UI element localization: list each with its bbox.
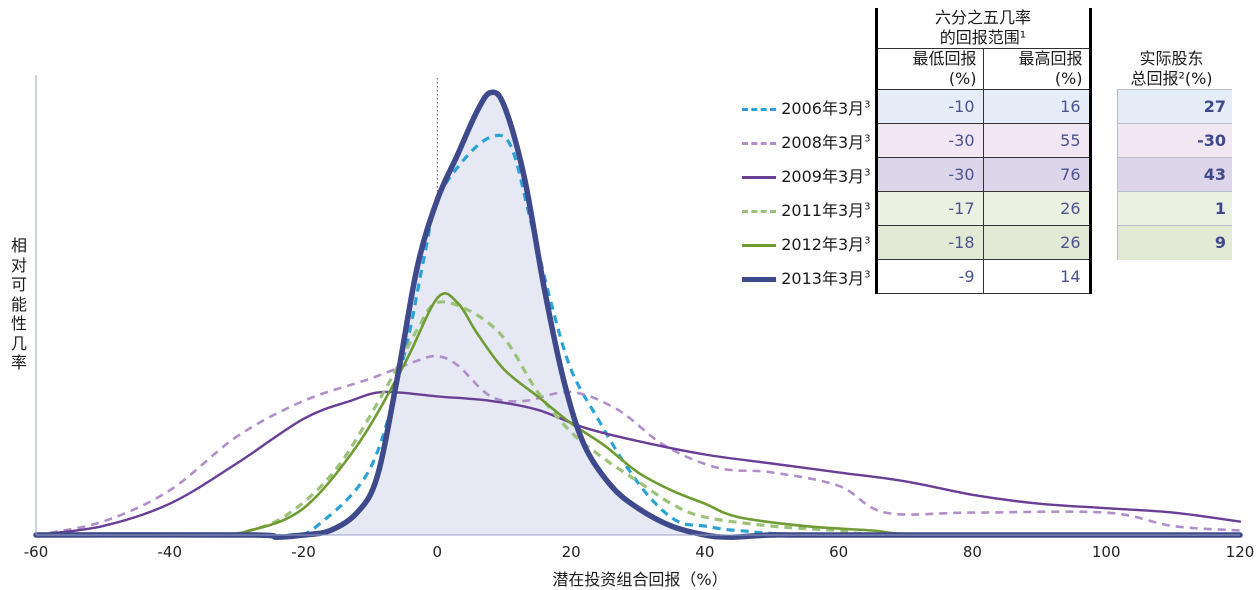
x-axis-title: 潜在投资组合回报（%） bbox=[552, 570, 728, 589]
y-axis-title-char: 几 bbox=[10, 333, 27, 353]
x-tick-label: 80 bbox=[963, 543, 982, 561]
legend-max-value: 76 bbox=[982, 157, 1092, 192]
legend-footnote: 3 bbox=[864, 269, 871, 281]
legend-row: 2012年3月3 -18 26 9 bbox=[722, 225, 1232, 260]
legend-group-header: 六分之五几率 的回报范围¹ bbox=[874, 8, 1092, 49]
x-tick-label: 60 bbox=[829, 543, 848, 561]
series-line-5 bbox=[34, 292, 1242, 537]
legend-row: 2006年3月3 -10 16 27 bbox=[722, 89, 1232, 124]
x-axis: -60 -40 -20 0 20 40 60 80 100 120 bbox=[24, 75, 1255, 561]
legend-name: 2009年3月3 bbox=[722, 158, 876, 192]
y-axis-title: 相对可能性几率 bbox=[2, 236, 36, 373]
legend-max-value: 16 bbox=[982, 89, 1092, 124]
legend-swatch bbox=[742, 107, 777, 111]
y-axis-title-char: 性 bbox=[10, 314, 27, 333]
col-header-max: 最高回报 (%) bbox=[982, 48, 1092, 90]
legend-actual-value: 43 bbox=[1116, 157, 1232, 192]
legend-footnote: 3 bbox=[864, 99, 871, 111]
legend-max-value: 14 bbox=[982, 259, 1092, 294]
legend-label: 2013年3月 bbox=[781, 268, 865, 288]
legend-swatch bbox=[742, 175, 777, 179]
col-header-min: 最低回报 (%) bbox=[874, 48, 983, 90]
legend-max-value: 55 bbox=[982, 123, 1092, 158]
legend-label: 2012年3月 bbox=[781, 234, 865, 254]
legend-actual-value: 1 bbox=[1116, 191, 1232, 226]
legend-min-value: -30 bbox=[874, 123, 983, 158]
legend-row: 2011年3月3 -17 26 1 bbox=[722, 191, 1232, 226]
x-tick-label: 40 bbox=[695, 543, 714, 561]
legend-actual-value: -30 bbox=[1116, 123, 1232, 158]
x-tick-label: -20 bbox=[291, 543, 316, 561]
col-header-actual: 实际股东 总回报²(%) bbox=[1130, 49, 1213, 88]
legend-max-value: 26 bbox=[982, 225, 1092, 260]
legend-label: 2009年3月 bbox=[781, 166, 865, 186]
series-line-6 bbox=[33, 89, 1243, 540]
legend-label: 2008年3月 bbox=[781, 132, 865, 152]
legend-row: 2008年3月3 -30 55 -30 bbox=[722, 123, 1232, 158]
legend-label: 2011年3月 bbox=[781, 200, 865, 220]
y-axis-title-char: 相 bbox=[10, 236, 27, 255]
series-line-2 bbox=[35, 354, 1241, 537]
legend-name: 2011年3月3 bbox=[722, 192, 876, 226]
legend-min-value: -17 bbox=[874, 191, 983, 226]
x-tick-label: 0 bbox=[433, 543, 443, 561]
legend-min-value: -30 bbox=[874, 157, 983, 192]
legend-min-value: -9 bbox=[874, 259, 983, 294]
legend-footnote: 3 bbox=[864, 167, 871, 179]
legend-footnote: 3 bbox=[864, 133, 871, 145]
x-tick-label: 120 bbox=[1226, 543, 1255, 561]
legend-swatch bbox=[742, 276, 777, 282]
x-tick-label: -60 bbox=[24, 543, 49, 561]
legend-table: 六分之五几率 的回报范围¹ 最低回报 (%) 最高回报 (%) 实际股东 总回报²(%… bbox=[722, 8, 1232, 294]
legend-name: 2006年3月3 bbox=[722, 90, 876, 124]
legend-footnote: 3 bbox=[864, 201, 871, 213]
legend-actual-value: 9 bbox=[1116, 225, 1232, 260]
legend-label: 2006年3月 bbox=[781, 98, 865, 118]
y-axis-title-char: 可 bbox=[10, 275, 27, 294]
legend-swatch bbox=[742, 141, 777, 145]
legend-min-value: -18 bbox=[874, 225, 983, 260]
y-axis-title-char: 能 bbox=[10, 294, 27, 314]
series-line-1 bbox=[36, 133, 1241, 538]
x-tick-label: -40 bbox=[158, 543, 183, 561]
legend-footnote: 3 bbox=[864, 235, 871, 247]
legend-name: 2012年3月3 bbox=[722, 226, 876, 260]
legend-min-value: -10 bbox=[874, 89, 983, 124]
legend-actual-value bbox=[1117, 260, 1232, 294]
legend-name: 2008年3月3 bbox=[722, 124, 876, 158]
legend-name: 2013年3月3 bbox=[722, 260, 876, 294]
legend-swatch bbox=[742, 209, 777, 213]
legend-max-value: 26 bbox=[982, 191, 1092, 226]
legend-swatch bbox=[742, 243, 777, 247]
series-line-3 bbox=[34, 390, 1242, 537]
legend-actual-value: 27 bbox=[1116, 89, 1232, 124]
y-axis-title-char: 率 bbox=[10, 353, 27, 372]
x-tick-label: 20 bbox=[562, 543, 581, 561]
y-axis-title-char: 对 bbox=[10, 255, 27, 275]
plot-layer bbox=[33, 78, 1243, 540]
legend-row: 2013年3月3 -9 14 bbox=[722, 259, 1232, 294]
x-tick-label: 100 bbox=[1092, 543, 1121, 561]
series-line-4 bbox=[35, 300, 1241, 537]
legend-row: 2009年3月3 -30 76 43 bbox=[722, 157, 1232, 192]
